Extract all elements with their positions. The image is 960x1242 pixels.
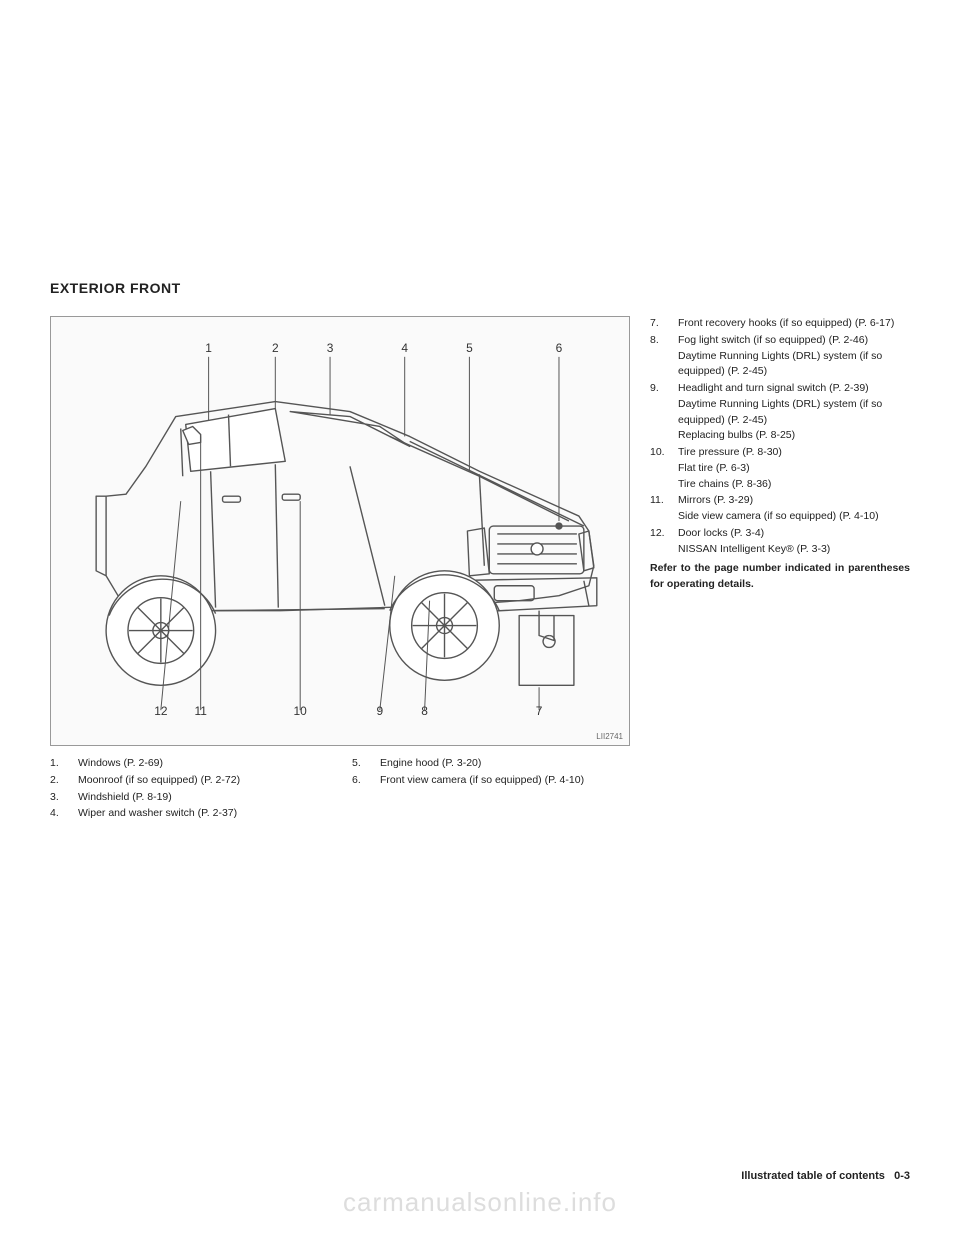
truck-svg: 123456 121110987 — [51, 317, 629, 745]
list-num: 10. — [650, 445, 668, 492]
bottom-list-left: 1. Windows (P. 2-69) 2. Moonroof (if so equ… — [50, 756, 328, 823]
list-num: 6. — [352, 773, 370, 789]
list-num: 3. — [50, 790, 68, 806]
callout-number: 12 — [154, 704, 168, 718]
list-num: 5. — [352, 756, 370, 772]
list-num: 11. — [650, 493, 668, 525]
right-column-list: 7. Front recovery hooks (if so equipped) … — [650, 316, 910, 823]
left-column: 123456 121110987 LII2741 1.Windows (P. 2… — [50, 316, 630, 823]
list-item: 10. Tire pressure (P. 8-30)Flat tire (P. … — [650, 445, 910, 492]
callout-number: 9 — [376, 704, 383, 718]
bottom-list-columns: 1. Windows (P. 2-69) 2. Moonroof (if so equ… — [50, 756, 630, 823]
manual-page: EXTERIOR FRONT — [50, 280, 910, 1182]
list-text: Wiper and washer switch (P. 2-37) — [78, 806, 328, 822]
callout-number: 1 — [205, 341, 212, 355]
list-item: 3. Windshield (P. 8-19) — [50, 790, 328, 806]
callout-number: 5 — [466, 341, 473, 355]
list-text: Fog light switch (if so equipped) (P. 2-… — [678, 333, 910, 380]
list-item: 9.Headlight and turn signal switch (P. 2… — [650, 381, 910, 444]
reference-note: Refer to the page number indicated in pa… — [650, 561, 910, 593]
callout-number: 11 — [194, 704, 207, 718]
section-heading: EXTERIOR FRONT — [50, 280, 910, 296]
list-text: Front view camera (if so equipped) (P. 4… — [380, 773, 630, 789]
list-text: Moonroof (if so equipped) (P. 2-72) — [78, 773, 328, 789]
list-num: 7. — [650, 316, 668, 332]
list-text: Engine hood (P. 3-20) — [380, 756, 630, 772]
callout-number: 6 — [556, 341, 563, 355]
list-text: Door locks (P. 3-4)NISSAN Intelligent Ke… — [678, 526, 910, 558]
callout-number: 4 — [401, 341, 408, 355]
list-num: 2. — [50, 773, 68, 789]
list-num: 12. — [650, 526, 668, 558]
callout-number: 10 — [294, 704, 308, 718]
list-text: Mirrors (P. 3-29)Side view camera (if so… — [678, 493, 910, 525]
list-text: Windows (P. 2-69) — [78, 756, 328, 772]
list-num: 4. — [50, 806, 68, 822]
callout-number: 2 — [272, 341, 279, 355]
list-num: 9. — [650, 381, 668, 444]
list-text: Headlight and turn signal switch (P. 2-3… — [678, 381, 910, 444]
list-item: 12. Door locks (P. 3-4)NISSAN Intelligent… — [650, 526, 910, 558]
list-num: 1. — [50, 756, 68, 772]
bottom-list-right: 5. Engine hood (P. 3-20) 6. Front view came… — [352, 756, 630, 823]
list-item: 2. Moonroof (if so equipped) (P. 2-72) — [50, 773, 328, 789]
watermark-text: carmanualsonline.info — [0, 1187, 960, 1218]
callout-number: 8 — [421, 704, 428, 718]
list-item: 7. Front recovery hooks (if so equipped) … — [650, 316, 910, 332]
content-row: 123456 121110987 LII2741 1.Windows (P. 2… — [50, 316, 910, 823]
list-text: Tire pressure (P. 8-30)Flat tire (P. 6-3… — [678, 445, 910, 492]
list-text: Windshield (P. 8-19) — [78, 790, 328, 806]
truck-diagram: 123456 121110987 LII2741 — [50, 316, 630, 746]
list-item: 8.Fog light switch (if so equipped) (P. … — [650, 333, 910, 380]
list-item: 11. Mirrors (P. 3-29)Side view camera (if… — [650, 493, 910, 525]
callout-number: 7 — [536, 704, 543, 718]
list-item: 4. Wiper and washer switch (P. 2-37) — [50, 806, 328, 822]
list-item: 6. Front view camera (if so equipped) (P.… — [352, 773, 630, 789]
list-item: 1. Windows (P. 2-69) — [50, 756, 328, 772]
list-item: 5. Engine hood (P. 3-20) — [352, 756, 630, 772]
callout-number: 3 — [327, 341, 334, 355]
figure-code: LII2741 — [596, 732, 623, 741]
list-text: Front recovery hooks (if so equipped) (P… — [678, 316, 910, 332]
list-num: 8. — [650, 333, 668, 380]
page-footer: Illustrated table of contents 0-3 — [741, 1170, 910, 1182]
